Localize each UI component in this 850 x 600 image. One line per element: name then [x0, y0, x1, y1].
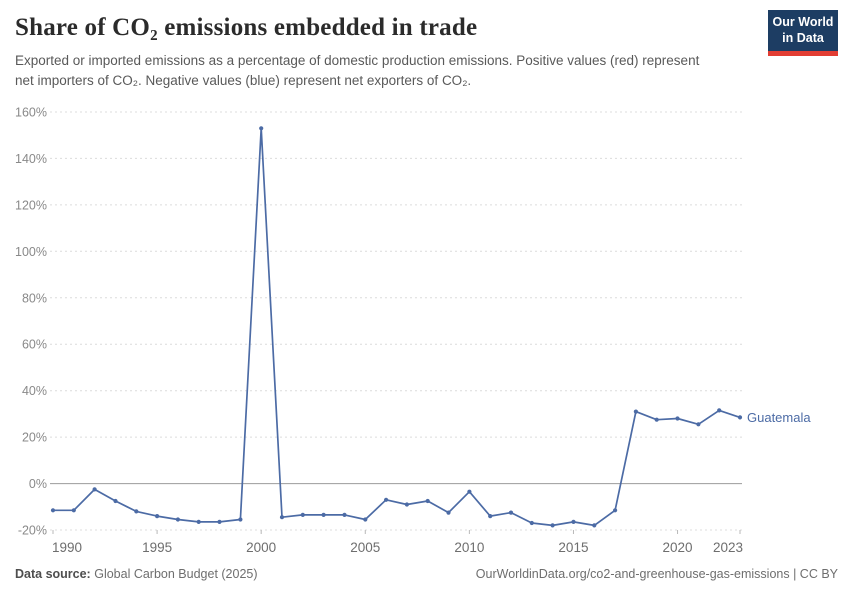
data-point[interactable] [467, 489, 472, 494]
data-point[interactable] [592, 523, 597, 528]
x-axis-label: 2005 [350, 540, 380, 555]
data-point[interactable] [71, 508, 76, 513]
data-point[interactable] [238, 517, 243, 522]
x-axis-label: 1995 [142, 540, 172, 555]
chart-subtitle: Exported or imported emissions as a perc… [15, 53, 700, 88]
data-point[interactable] [696, 422, 701, 427]
x-axis-label: 2020 [663, 540, 693, 555]
y-axis-label: 160% [15, 106, 47, 120]
owid-logo-line1: Our World [772, 14, 834, 29]
y-axis-label: 80% [22, 291, 47, 305]
data-source-note: Data source: Global Carbon Budget (2025) [15, 567, 258, 581]
owid-logo[interactable]: Our World in Data [768, 10, 838, 56]
x-axis-label: 2015 [558, 540, 588, 555]
y-axis-label: -20% [18, 524, 47, 538]
y-axis-label: 100% [15, 245, 47, 259]
data-point[interactable] [737, 415, 743, 420]
data-point[interactable] [384, 497, 389, 502]
y-axis-label: 140% [15, 152, 47, 166]
data-point[interactable] [279, 515, 285, 520]
data-point[interactable] [217, 519, 222, 525]
x-axis-label: 2000 [246, 540, 276, 555]
data-point[interactable] [259, 126, 264, 131]
data-point[interactable] [446, 510, 451, 515]
data-point[interactable] [134, 509, 139, 514]
data-point[interactable] [113, 498, 118, 504]
x-axis-label: 2010 [454, 540, 484, 555]
data-source-label: Data source: [15, 567, 91, 581]
trend-line[interactable] [52, 127, 741, 527]
y-axis-label: 120% [15, 198, 47, 212]
data-point[interactable] [175, 517, 180, 522]
chart-title: Share of CO₂ emissions embedded in trade [15, 14, 478, 41]
data-point[interactable] [300, 512, 305, 518]
series-label[interactable]: Guatemala [747, 410, 811, 425]
data-point[interactable] [633, 409, 639, 414]
y-axis-label: 40% [22, 384, 47, 398]
owid-logo-line2: in Data [782, 30, 824, 45]
y-axis-label: 0% [29, 477, 47, 491]
data-point[interactable] [155, 514, 160, 519]
data-point[interactable] [717, 408, 722, 413]
data-source-value: Global Carbon Budget (2025) [94, 567, 258, 581]
chart-footer: Data source: Global Carbon Budget (2025)… [15, 567, 838, 581]
license-text: OurWorldinData.org/co2-and-greenhouse-ga… [475, 567, 838, 581]
data-point[interactable] [404, 502, 409, 507]
data-point[interactable] [342, 512, 347, 518]
data-point[interactable] [571, 519, 576, 525]
data-point[interactable] [92, 487, 97, 492]
data-point[interactable] [196, 519, 201, 525]
data-point[interactable] [654, 417, 659, 422]
data-point[interactable] [488, 514, 493, 519]
data-point[interactable] [508, 510, 514, 515]
data-point[interactable] [363, 517, 368, 522]
x-axis-label: 2023 [713, 540, 743, 555]
license-note: OurWorldinData.org/co2-and-greenhouse-ga… [476, 567, 838, 581]
data-point[interactable] [529, 520, 534, 526]
data-point[interactable] [425, 498, 430, 504]
data-point[interactable] [550, 523, 555, 528]
data-point[interactable] [50, 508, 56, 513]
data-point[interactable] [675, 416, 680, 421]
y-axis-label: 60% [22, 338, 47, 352]
y-axis-label: 20% [22, 431, 47, 445]
data-point[interactable] [613, 508, 618, 513]
x-axis-label: 1990 [52, 540, 82, 555]
data-point[interactable] [321, 512, 326, 518]
